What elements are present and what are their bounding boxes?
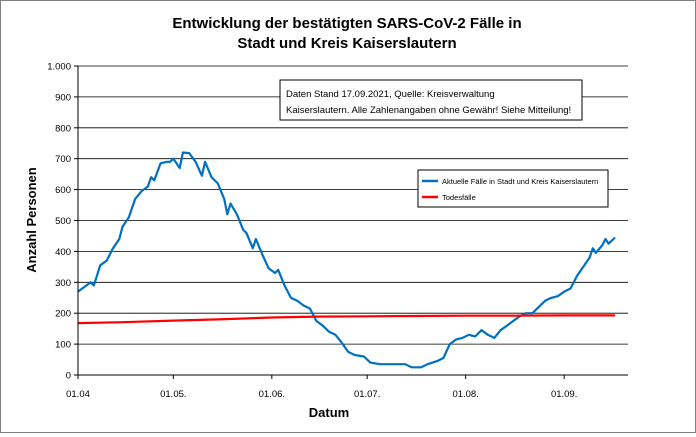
series-line-deaths <box>77 314 615 325</box>
y-tick-label-2: 200 <box>55 309 71 320</box>
annotation-line-2: Kaiserslautern. Alle Zahlenangaben ohne … <box>286 105 571 116</box>
x-axis-label: Datum <box>309 405 349 420</box>
x-tick-label-2: 01.06. <box>259 389 285 400</box>
y-tick-label-7: 700 <box>55 154 71 165</box>
y-tick-label-3: 300 <box>55 278 71 289</box>
x-tick-label-1: 01.05. <box>160 389 186 400</box>
y-tick-label-5: 500 <box>55 216 71 227</box>
y-axis-label: Anzahl Personen <box>24 167 39 273</box>
y-tick-label-10: 1.000 <box>47 62 71 73</box>
legend-label-deaths: Todesfälle <box>442 193 476 202</box>
annotation-line-1: Daten Stand 17.09.2021, Quelle: Kreisver… <box>286 89 495 100</box>
y-tick-label-8: 800 <box>55 123 71 134</box>
y-tick-label-4: 400 <box>55 247 71 258</box>
legend: Aktuelle Fälle in Stadt und Kreis Kaiser… <box>417 169 609 208</box>
y-tick-label-1: 100 <box>55 340 71 351</box>
annotation-box-border <box>279 79 583 121</box>
y-tick-label-6: 600 <box>55 185 71 196</box>
x-tick-label-3: 01.07. <box>354 389 380 400</box>
y-axis-ticks: 0 100 200 300 400 500 600 700 800 900 1.000 <box>47 62 78 382</box>
series-line-cases <box>77 151 616 369</box>
y-tick-label-0: 0 <box>66 371 71 382</box>
y-tick-label-9: 900 <box>55 92 71 103</box>
x-tick-label-4: 01.08. <box>452 389 478 400</box>
chart-title-line-2: Stadt und Kreis Kaiserslautern <box>237 35 456 52</box>
series-lines <box>77 151 616 369</box>
x-tick-label-5: 01.09. <box>551 389 577 400</box>
legend-label-cases: Aktuelle Fälle in Stadt und Kreis Kaiser… <box>442 177 598 186</box>
x-axis-ticks: 01.04 01.05. 01.06. 01.07. 01.08. 01.09. <box>66 375 577 400</box>
legend-box <box>417 169 609 208</box>
chart-title-line-1: Entwicklung der bestätigten SARS-CoV-2 F… <box>172 15 521 32</box>
x-tick-label-0: 01.04 <box>66 389 90 400</box>
annotation-box: Daten Stand 17.09.2021, Quelle: Kreisver… <box>279 79 583 121</box>
